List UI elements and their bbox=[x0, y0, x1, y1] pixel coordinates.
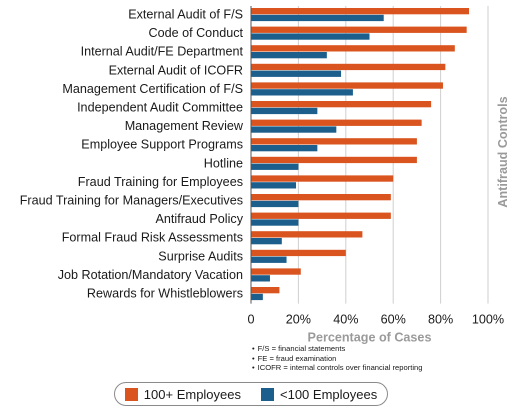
side-title: Antifraud Controls bbox=[496, 96, 510, 207]
bar-100-plus bbox=[251, 212, 391, 219]
category-label: Management Certification of F/S bbox=[62, 82, 243, 96]
bar-under-100 bbox=[251, 89, 353, 96]
category-label: External Audit of F/S bbox=[128, 8, 243, 22]
bar-under-100 bbox=[251, 163, 299, 170]
bar-100-plus bbox=[251, 8, 470, 15]
legend-swatch-large bbox=[124, 387, 138, 401]
bar-under-100 bbox=[251, 52, 327, 59]
x-tick-label: 40% bbox=[333, 313, 358, 327]
bar-100-plus bbox=[251, 268, 301, 275]
category-label: External Audit of ICOFR bbox=[109, 63, 243, 77]
legend-label-small: <100 Employees bbox=[280, 386, 378, 402]
bar-under-100 bbox=[251, 200, 299, 208]
legend-swatch-small bbox=[261, 387, 274, 401]
category-label: Independent Audit Committee bbox=[77, 101, 243, 115]
footnote: ICOFR = internal controls over financial… bbox=[252, 363, 423, 373]
bar-under-100 bbox=[251, 182, 297, 189]
category-label: Antifraud Policy bbox=[156, 212, 244, 226]
category-labels: External Audit of F/S Code of Conduct Inte… bbox=[20, 8, 244, 301]
legend: 100+ Employees <100 Employees bbox=[114, 382, 388, 406]
bar-under-100 bbox=[251, 293, 263, 301]
x-axis-title: Percentage of Cases bbox=[308, 331, 432, 345]
legend-label-large: 100+ Employees bbox=[143, 386, 241, 402]
bar-under-100 bbox=[251, 256, 287, 263]
bar-100-plus bbox=[251, 45, 455, 52]
bar-under-100 bbox=[251, 33, 370, 40]
category-label: Job Rotation/Mandatory Vacation bbox=[58, 268, 243, 282]
bar-100-plus bbox=[251, 119, 422, 126]
bar-100-plus bbox=[251, 101, 432, 108]
category-label: Employee Support Programs bbox=[81, 138, 243, 152]
x-tick-label: 80% bbox=[428, 313, 453, 327]
legend-item-small: <100 Employees bbox=[261, 387, 377, 402]
bar-100-plus bbox=[251, 156, 417, 164]
bar-under-100 bbox=[251, 126, 337, 133]
category-label: Code of Conduct bbox=[148, 26, 243, 40]
category-label: Management Review bbox=[125, 119, 244, 133]
category-label: Surprise Audits bbox=[158, 249, 243, 263]
category-label: Internal Audit/FE Department bbox=[81, 45, 244, 59]
bar-100-plus bbox=[251, 82, 443, 89]
bar-100-plus bbox=[251, 175, 394, 182]
footnotes: F/S = financial statements FE = fraud ex… bbox=[252, 344, 423, 373]
bar-under-100 bbox=[251, 238, 282, 245]
category-label: Formal Fraud Risk Assessments bbox=[62, 231, 243, 245]
bar-100-plus bbox=[251, 194, 391, 201]
category-label: Hotline bbox=[204, 156, 243, 170]
x-tick-label: 20% bbox=[286, 313, 311, 327]
bar-under-100 bbox=[251, 14, 384, 22]
bar-100-plus bbox=[251, 26, 467, 33]
bar-100-plus bbox=[251, 138, 417, 145]
bar-100-plus bbox=[251, 249, 346, 257]
bars bbox=[251, 8, 470, 301]
x-tick-label: 0 bbox=[247, 313, 254, 327]
footnote: FE = fraud examination bbox=[252, 354, 423, 364]
bar-100-plus bbox=[251, 287, 280, 294]
legend-item-large: 100+ Employees bbox=[124, 386, 241, 402]
bar-under-100 bbox=[251, 70, 342, 77]
bar-under-100 bbox=[251, 107, 318, 115]
category-label: Fraud Training for Managers/Executives bbox=[20, 194, 243, 208]
x-tick-label: 100% bbox=[472, 313, 504, 327]
x-tick-label: 60% bbox=[381, 313, 406, 327]
x-tick-labels: 0 20% 40% 60% 80% 100% bbox=[247, 313, 504, 327]
category-label: Rewards for Whistleblowers bbox=[87, 287, 243, 301]
footnote: F/S = financial statements bbox=[252, 344, 423, 354]
bar-under-100 bbox=[251, 145, 318, 152]
bar-100-plus bbox=[251, 63, 446, 71]
bar-100-plus bbox=[251, 231, 363, 238]
bar-under-100 bbox=[251, 275, 270, 282]
category-label: Fraud Training for Employees bbox=[78, 175, 243, 189]
bar-under-100 bbox=[251, 219, 299, 226]
